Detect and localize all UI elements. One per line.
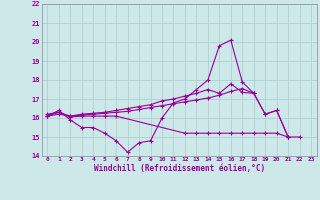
X-axis label: Windchill (Refroidissement éolien,°C): Windchill (Refroidissement éolien,°C) bbox=[94, 164, 265, 173]
